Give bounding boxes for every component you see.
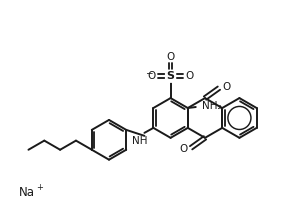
Text: Na: Na xyxy=(19,186,35,199)
Text: O: O xyxy=(222,82,230,92)
Text: O: O xyxy=(167,52,175,62)
Text: −: − xyxy=(145,68,153,77)
Text: O: O xyxy=(148,71,156,81)
Text: NH: NH xyxy=(132,136,147,146)
Text: +: + xyxy=(36,183,43,192)
Text: O: O xyxy=(185,71,194,81)
Text: NH₂: NH₂ xyxy=(202,101,221,111)
Text: S: S xyxy=(167,71,175,81)
Text: O: O xyxy=(180,144,188,154)
